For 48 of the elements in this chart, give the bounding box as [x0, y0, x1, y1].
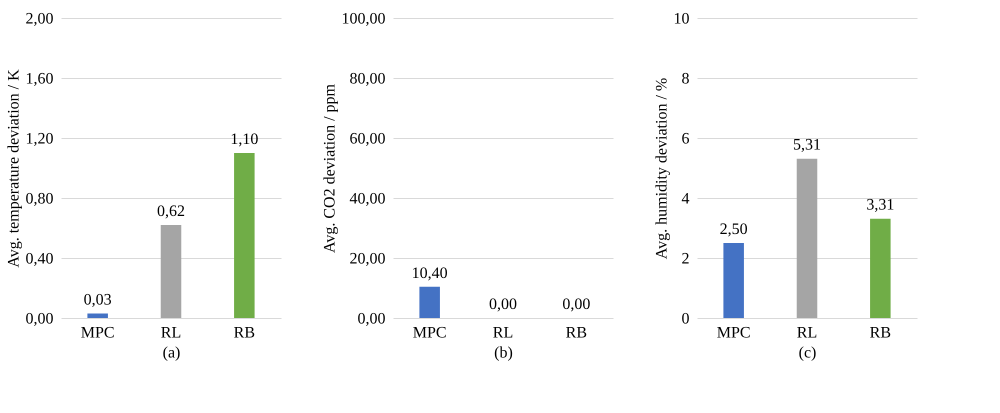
y-tick-label: 1,20	[26, 130, 54, 148]
y-axis-title: Avg. CO2 deviation / ppm	[322, 83, 338, 254]
bar	[723, 243, 744, 318]
y-tick-label: 0	[682, 310, 690, 328]
x-tick-label: MPC	[716, 324, 751, 342]
y-tick-label: 1,60	[26, 70, 54, 88]
bar	[234, 153, 255, 318]
y-tick-label: 40,00	[350, 190, 386, 208]
bar	[796, 158, 818, 318]
x-tick-label: MPC	[80, 324, 115, 342]
x-tick-label: RL	[160, 324, 182, 342]
data-label: 5,31	[793, 136, 821, 154]
y-tick-label: 0,00	[26, 310, 54, 328]
y-tick-label: 2	[682, 250, 690, 268]
x-tick-label: RB	[870, 324, 892, 342]
bar	[160, 225, 182, 318]
x-tick-label: RL	[796, 324, 818, 342]
x-axis-title: (a)	[162, 344, 180, 362]
x-tick-label: RB	[234, 324, 256, 342]
x-tick-label: RL	[492, 324, 514, 342]
data-label: 3,31	[866, 196, 894, 214]
bar	[87, 314, 108, 318]
y-tick-label: 80,00	[350, 70, 386, 88]
data-label: 0,00	[489, 296, 517, 313]
x-axis-title: (b)	[494, 344, 513, 362]
y-tick-label: 60,00	[350, 130, 386, 148]
data-label: 2,50	[720, 221, 748, 238]
y-tick-label: 0,40	[26, 250, 54, 268]
y-tick-label: 4	[682, 190, 690, 208]
x-tick-label: RB	[566, 324, 588, 342]
y-tick-label: 2,00	[26, 10, 54, 28]
y-axis-title: Avg. temperature deviation / K	[6, 68, 22, 268]
bar	[870, 218, 891, 318]
x-axis-title: (c)	[798, 344, 816, 362]
data-label: 10,40	[412, 264, 448, 282]
data-label: 0,62	[157, 203, 185, 220]
x-tick-label: MPC	[412, 324, 447, 342]
data-label: 0,00	[562, 296, 590, 313]
y-tick-label: 20,00	[350, 250, 386, 268]
data-label: 1,10	[230, 131, 258, 148]
y-tick-label: 10	[674, 10, 690, 28]
y-tick-label: 6	[682, 130, 690, 148]
data-label: 0,03	[84, 292, 112, 308]
y-tick-label: 8	[682, 70, 690, 88]
y-tick-label: 0,00	[358, 310, 386, 328]
y-axis-title: Avg. humidity deviation / %	[654, 78, 670, 260]
y-tick-label: 0,80	[26, 190, 54, 208]
y-tick-label: 100,00	[342, 10, 386, 28]
